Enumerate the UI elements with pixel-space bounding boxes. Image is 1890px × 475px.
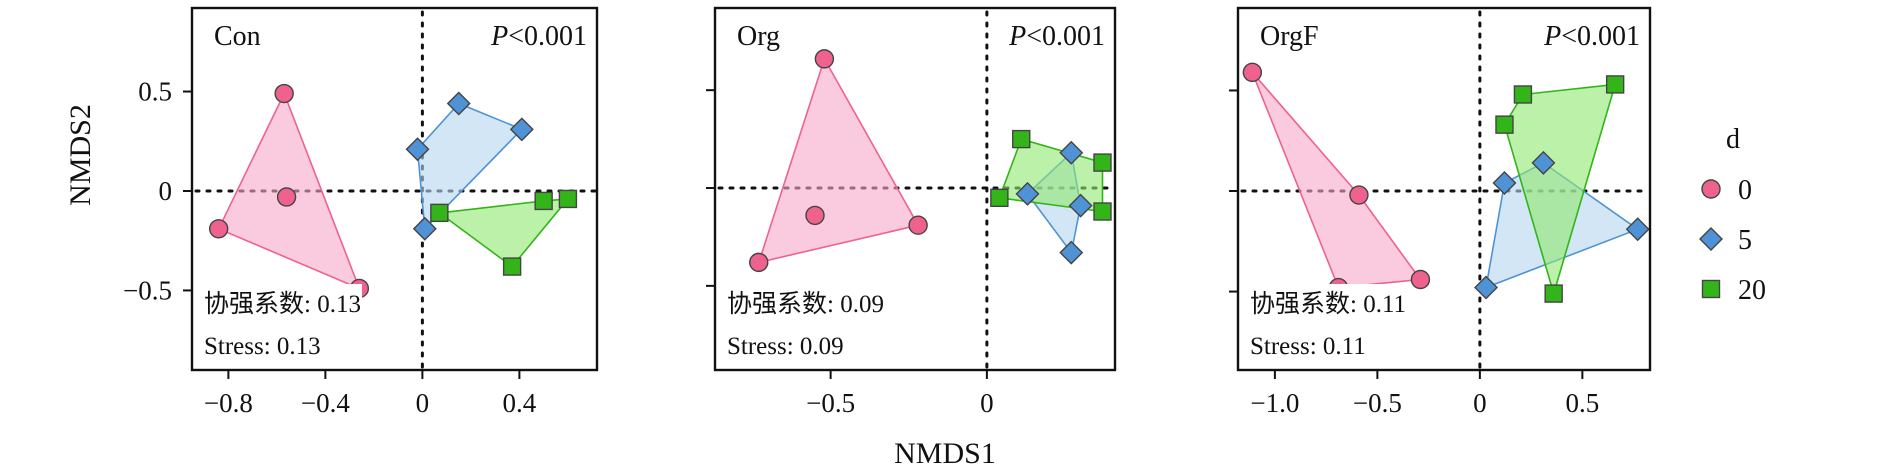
- point-d5: [1474, 275, 1499, 300]
- panel-label: Con: [214, 21, 261, 52]
- coefficient-label: 协强系数: 0.13: [204, 290, 361, 318]
- panel-label: OrgF: [1260, 21, 1319, 52]
- legend-label-d20: 20: [1738, 275, 1766, 306]
- x-tick-label: 0: [416, 388, 430, 418]
- legend-label-d5: 5: [1738, 225, 1752, 256]
- point-d20: [1605, 75, 1625, 94]
- point-d20: [1544, 284, 1563, 303]
- point-d0: [1349, 185, 1369, 205]
- x-tick-label: −0.5: [1353, 388, 1402, 418]
- point-d20: [1513, 85, 1533, 104]
- x-tick-label: 0.4: [503, 388, 537, 418]
- x-tick-label: −0.5: [806, 388, 855, 418]
- plot-frame: [190, 6, 599, 372]
- p-value-label: P<0.001: [1008, 21, 1105, 52]
- label-background: [717, 284, 885, 318]
- stress-label: Stress: 0.11: [1250, 333, 1366, 360]
- x-tick-label: −0.8: [204, 388, 253, 418]
- point-d0: [805, 205, 825, 226]
- point-d0: [274, 83, 294, 104]
- point-d5: [1059, 240, 1084, 265]
- point-d5: [509, 117, 534, 142]
- stress-label: Stress: 0.09: [727, 333, 844, 360]
- point-d0: [814, 49, 835, 69]
- x-tick-label: −1.0: [1250, 388, 1299, 418]
- x-tick-label: 0.5: [1565, 388, 1599, 418]
- y-tick-label: 0: [159, 176, 173, 206]
- legend: d 0 5 20: [1699, 124, 1766, 306]
- point-d5: [1068, 193, 1093, 218]
- hull-d0: [757, 56, 920, 264]
- point-d5: [1531, 150, 1556, 175]
- point-d20: [1093, 202, 1112, 221]
- panel-org: −0.5 0 Org P<0.001 协强系数: 0.09 Stress: 0.09: [706, 6, 1117, 418]
- point-d5: [446, 91, 471, 116]
- panel-label: Org: [737, 21, 780, 52]
- y-tick-label: 0.5: [138, 77, 172, 107]
- panels: −0.8 −0.4 0 0.4 0.5 0 −0.5 Con P<0.001 协强系数: 0.13…: [123, 6, 1652, 418]
- legend-title: d: [1726, 124, 1740, 155]
- point-d5: [1492, 170, 1517, 195]
- point-d20: [534, 191, 553, 211]
- point-d5: [405, 137, 430, 162]
- plot-frame: [1236, 6, 1652, 372]
- point-d20: [1012, 129, 1031, 149]
- point-d5: [412, 216, 437, 241]
- p-value-label: P<0.001: [490, 21, 587, 52]
- y-axis-label: NMDS2: [64, 104, 97, 206]
- panel-con: −0.8 −0.4 0 0.4 0.5 0 −0.5 Con P<0.001 协强系数: 0.13…: [123, 6, 599, 418]
- point-d5: [1015, 181, 1040, 206]
- point-d0: [749, 252, 769, 273]
- point-d20: [990, 188, 1009, 208]
- point-d0: [908, 215, 928, 235]
- point-d5: [1059, 140, 1084, 165]
- legend-marker-d20: [1701, 279, 1721, 299]
- point-d20: [558, 189, 578, 209]
- point-d20: [502, 257, 522, 276]
- x-tick-label: −0.4: [301, 388, 350, 418]
- coefficient-label: 协强系数: 0.09: [727, 290, 884, 318]
- point-d0: [1410, 269, 1431, 290]
- legend-marker-d0: [1701, 179, 1721, 199]
- point-d20: [1495, 115, 1514, 134]
- point-d20: [1093, 153, 1112, 172]
- point-d0: [208, 219, 229, 239]
- y-tick-label: −0.5: [123, 275, 172, 305]
- point-d5: [1625, 217, 1650, 242]
- hull-d0: [1251, 71, 1422, 289]
- point-d20: [430, 203, 449, 223]
- legend-marker-d5: [1699, 227, 1723, 251]
- p-value-label: P<0.001: [1543, 21, 1640, 52]
- x-axis-label: NMDS1: [894, 437, 996, 470]
- point-d0: [1242, 62, 1263, 83]
- panel-orgf: −1.0 −0.5 0 0.5 OrgF P<0.001 协强系数: 0.11 Stress:…: [1229, 6, 1652, 418]
- legend-label-d0: 0: [1738, 175, 1752, 206]
- label-background: [194, 284, 362, 318]
- x-tick-label: 0: [1473, 388, 1487, 418]
- x-tick-label: 0: [980, 388, 994, 418]
- label-background: [1240, 284, 1408, 318]
- point-d0: [276, 187, 297, 207]
- stress-label: Stress: 0.13: [204, 333, 321, 360]
- coefficient-label: 协强系数: 0.11: [1250, 290, 1406, 318]
